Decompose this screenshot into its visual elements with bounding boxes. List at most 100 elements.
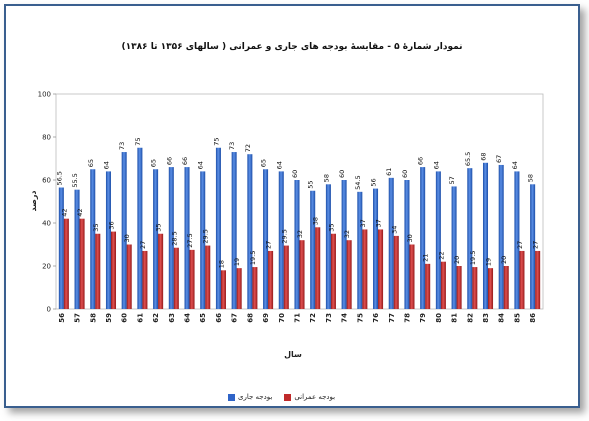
data-label-development: 27 (139, 241, 147, 249)
data-label-current: 65 (87, 159, 95, 167)
data-label-development: 30 (406, 234, 414, 242)
chart-title: نمودار شمارۀ ۵ - مقایسۀ بودجه های جاری و… (121, 42, 462, 52)
bar-development-budget (95, 233, 101, 309)
data-label-current: 68 (480, 153, 488, 161)
bar-current-budget (451, 186, 457, 309)
bar-development-budget (425, 263, 431, 309)
bar-development-budget (440, 261, 446, 309)
x-tick-label: 78 (403, 313, 411, 323)
x-tick-label: 74 (341, 313, 349, 323)
data-label-current: 58 (527, 174, 535, 182)
bar-current-budget (74, 189, 80, 309)
data-label-development: 35 (92, 223, 100, 231)
x-tick-label: 58 (89, 313, 97, 323)
bar-current-budget (420, 167, 426, 309)
y-tick-label: 100 (38, 91, 51, 99)
bar-current-budget (498, 164, 504, 309)
bar-current-budget (278, 171, 284, 309)
data-label-development: 35 (155, 223, 163, 231)
bar-development-budget (236, 268, 242, 309)
x-tick-label: 63 (168, 313, 176, 323)
bar-development-budget (283, 245, 289, 309)
data-label-development: 29.5 (202, 229, 210, 243)
bar-development-budget (315, 227, 321, 309)
y-tick-label: 80 (42, 134, 51, 142)
bar-current-budget (215, 147, 221, 309)
data-label-current: 75 (212, 137, 220, 145)
legend-label-current: بودجه جاری (238, 393, 273, 401)
bar-development-budget (519, 250, 525, 309)
data-label-development: 42 (76, 208, 84, 216)
bar-development-budget (378, 229, 384, 309)
y-tick-label: 0 (47, 306, 51, 314)
bar-current-budget (530, 184, 536, 309)
bar-development-budget (220, 270, 226, 309)
data-label-development: 32 (296, 230, 304, 238)
bar-current-budget (467, 168, 473, 309)
bar-development-budget (456, 266, 462, 309)
data-label-current: 65.5 (464, 152, 472, 166)
bar-development-budget (173, 247, 179, 309)
data-label-current: 60 (291, 170, 299, 178)
bar-current-budget (247, 154, 253, 309)
data-label-current: 56.5 (55, 171, 63, 185)
data-label-current: 73 (118, 142, 126, 150)
x-tick-label: 85 (513, 313, 521, 323)
x-tick-label: 64 (184, 313, 192, 323)
data-label-development: 37 (375, 219, 383, 227)
data-label-development: 19 (233, 258, 241, 266)
bar-development-budget (362, 229, 368, 309)
bar-development-budget (472, 267, 478, 309)
bar-current-budget (200, 171, 206, 309)
bar-current-budget (184, 167, 190, 309)
x-tick-label: 61 (136, 313, 144, 323)
bar-current-budget (373, 188, 379, 309)
bar-development-budget (535, 250, 541, 309)
bar-current-budget (105, 171, 111, 309)
data-label-current: 75 (134, 137, 142, 145)
x-tick-label: 81 (451, 313, 459, 323)
bar-current-budget (482, 162, 489, 309)
x-tick-label: 76 (372, 313, 380, 323)
data-label-current: 64 (511, 161, 519, 169)
bar-development-budget (299, 240, 305, 309)
data-label-development: 30 (123, 234, 131, 242)
y-axis-label: درصد (29, 190, 38, 211)
data-label-development: 27 (516, 241, 524, 249)
bar-current-budget (121, 152, 127, 309)
bar-current-budget (263, 169, 269, 309)
data-label-current: 64 (275, 161, 283, 169)
bar-current-budget (168, 167, 174, 309)
bar-current-budget (231, 152, 237, 309)
data-label-current: 54.5 (354, 175, 362, 189)
bar-development-budget (409, 244, 415, 309)
data-label-current: 66 (181, 157, 189, 165)
bar-development-budget (110, 231, 117, 309)
data-label-development: 29.5 (280, 229, 288, 243)
x-tick-label: 83 (482, 313, 490, 323)
y-tick-label: 20 (42, 263, 51, 271)
bar-development-budget (268, 250, 274, 309)
y-tick-label: 40 (42, 220, 51, 228)
bar-development-budget (205, 245, 211, 309)
legend-swatch-development (284, 393, 292, 401)
data-label-current: 66 (417, 157, 425, 165)
bar-current-budget (388, 177, 394, 309)
bar-development-budget (346, 240, 352, 309)
x-tick-label: 71 (294, 313, 302, 323)
x-tick-label: 79 (419, 313, 427, 323)
bar-development-budget (252, 267, 258, 309)
data-label-development: 37 (359, 219, 367, 227)
legend-label-development: بودجه عمرانی (294, 393, 336, 401)
bar-development-budget (488, 268, 494, 309)
bar-current-budget (310, 190, 316, 309)
x-tick-label: 73 (325, 313, 333, 323)
x-tick-label: 68 (246, 313, 254, 323)
bar-development-budget (126, 244, 132, 309)
data-label-current: 61 (385, 168, 393, 176)
data-label-development: 42 (60, 208, 68, 216)
data-label-current: 65 (150, 159, 158, 167)
legend-item-development-budget: بودجه عمرانی (284, 393, 335, 401)
data-label-current: 64 (432, 161, 440, 169)
